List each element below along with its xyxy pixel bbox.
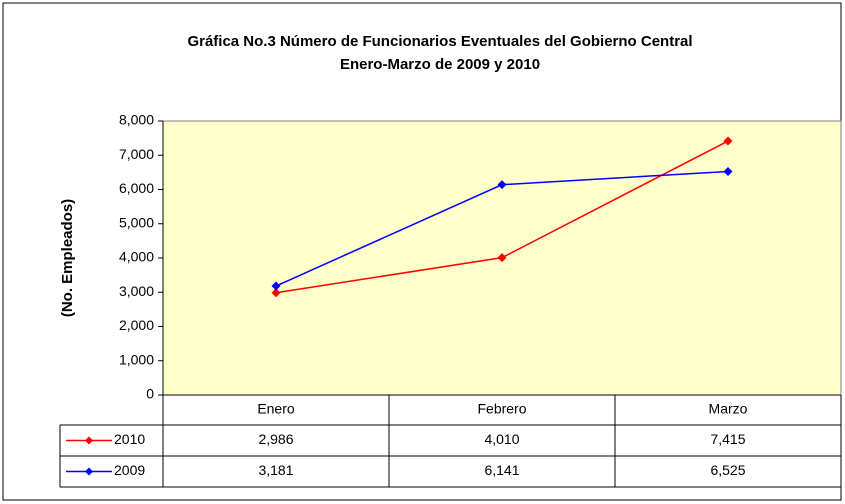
point-marker [723,167,733,177]
legend-label: 2009 [114,462,145,478]
point-marker [497,180,507,190]
x-tick-label: Febrero [477,401,526,417]
y-tick-label: 1,000 [119,351,154,367]
legend-marker [85,467,93,476]
y-axis-label: (No. Empleados) [59,199,76,317]
x-tick-label: Enero [257,401,295,417]
point-marker [271,281,281,291]
table-value: 3,181 [258,462,293,478]
table-value: 6,525 [710,462,745,478]
point-marker [723,136,733,146]
table-value: 4,010 [484,431,519,447]
table-value: 6,141 [484,462,519,478]
chart-title: Gráfica No.3 Número de Funcionarios Even… [187,33,692,50]
x-tick-label: Marzo [709,401,748,417]
table-value: 2,986 [258,431,293,447]
y-tick-label: 7,000 [119,146,154,162]
point-marker [271,288,281,298]
y-tick-label: 8,000 [119,112,154,128]
y-tick-label: 5,000 [119,214,154,230]
table-value: 7,415 [710,431,745,447]
y-tick-label: 4,000 [119,249,154,265]
legend-label: 2010 [114,431,145,447]
chart-subtitle: Enero-Marzo de 2009 y 2010 [340,56,540,73]
y-tick-label: 3,000 [119,283,154,299]
y-tick-label: 6,000 [119,180,154,196]
y-tick-label: 2,000 [119,317,154,333]
legend-marker [85,436,93,445]
y-tick-label: 0 [146,386,154,402]
point-marker [497,253,507,263]
